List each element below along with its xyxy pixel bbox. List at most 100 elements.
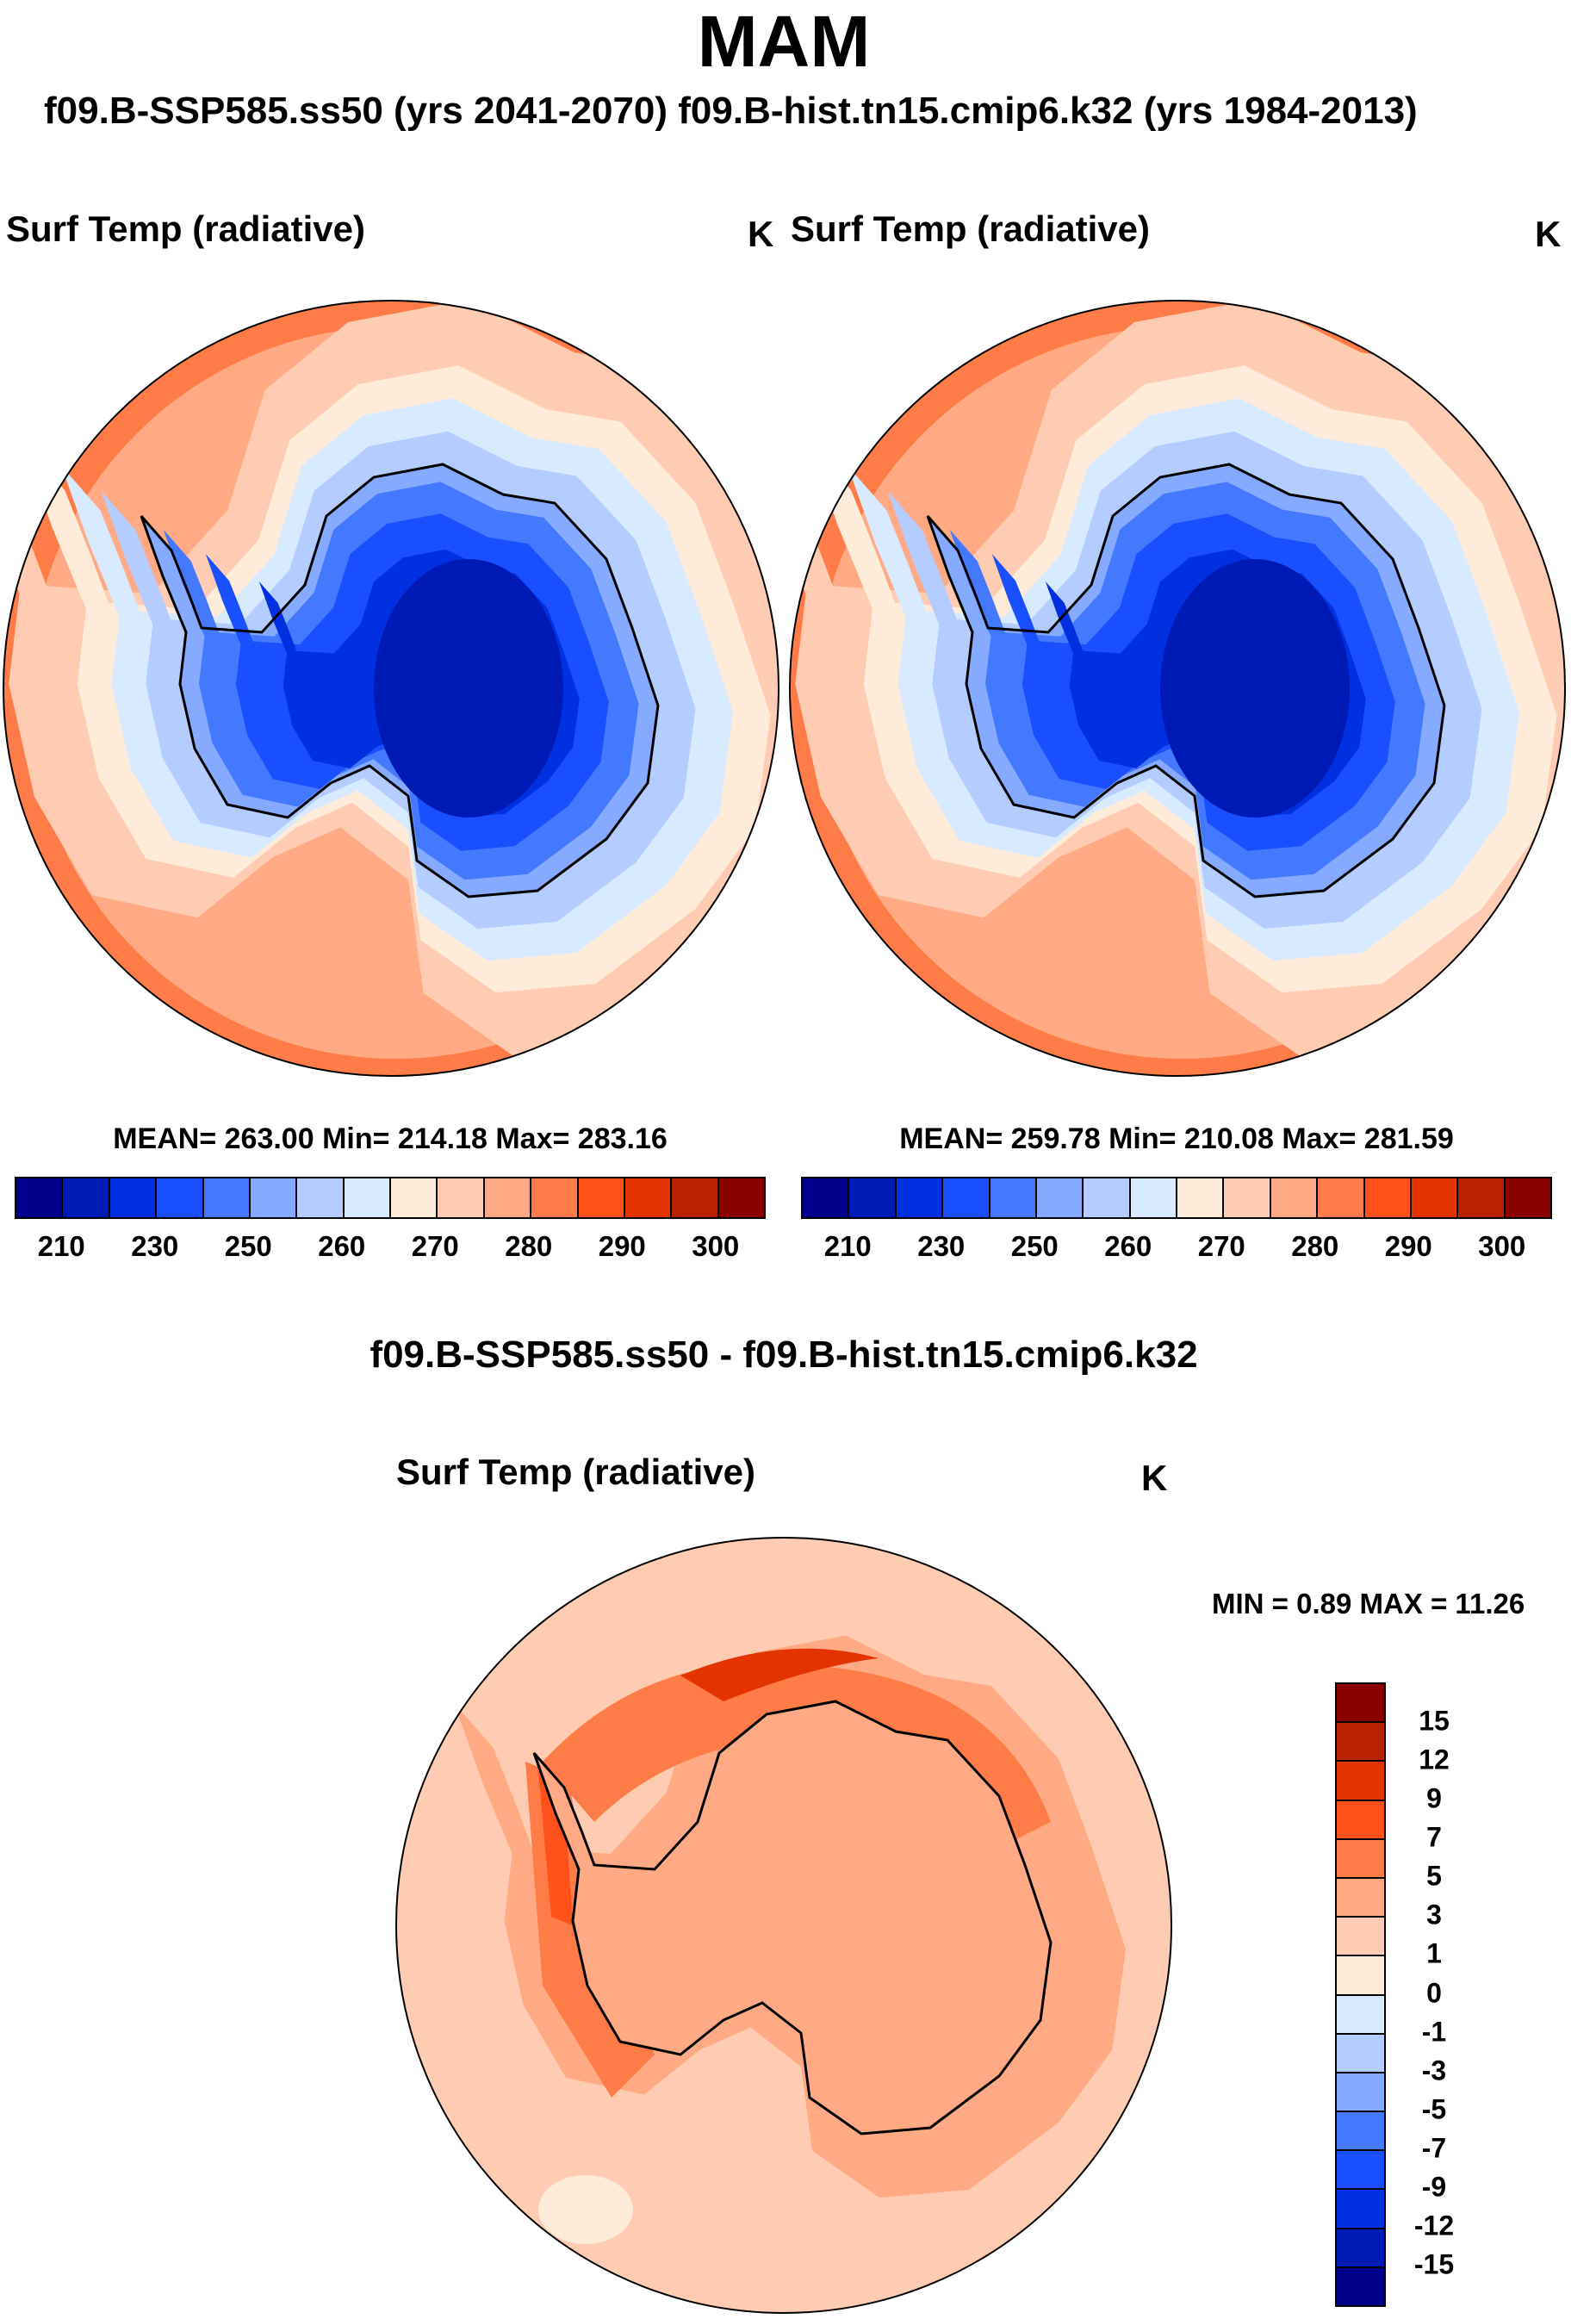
colorbar-box (16, 1178, 64, 1217)
map-boundary (3, 300, 779, 1077)
colorbar-tick-label: 290 (1384, 1230, 1432, 1262)
colorbar-box (1364, 1178, 1412, 1217)
colorbar-box (157, 1178, 204, 1217)
map-fill (790, 301, 1565, 1076)
colorbar-box (1337, 2190, 1384, 2229)
colorbar-box (1036, 1178, 1084, 1217)
colorbar-box (849, 1178, 897, 1217)
colorbar-tick-label: 270 (1197, 1230, 1245, 1262)
colorbar-box (1337, 2151, 1384, 2191)
ice-sheet-core (374, 559, 563, 818)
colorbar-box (1458, 1178, 1506, 1217)
colorbar-box (672, 1178, 719, 1217)
diff-stats: MIN = 0.89 MAX = 11.26 (1212, 1588, 1525, 1620)
colorbar-box (990, 1178, 1037, 1217)
right-stats: MEAN= 259.78 Min= 210.08 Max= 281.59 (899, 1122, 1454, 1155)
colorbar-tick-label: 210 (823, 1230, 872, 1262)
colorbar-box (484, 1178, 532, 1217)
colorbar-tick-label: 15 (1419, 1705, 1450, 1737)
colorbar-tick-label: 250 (1010, 1230, 1059, 1262)
colorbar-tick-label: 0 (1426, 1977, 1442, 2008)
colorbar-box (1084, 1178, 1131, 1217)
right-panel-units: K (1535, 214, 1562, 254)
diff-band-0to1 (538, 2175, 633, 2244)
antarctica-fill (534, 1701, 1051, 2134)
colorbar-tick-label: 230 (917, 1230, 966, 1262)
map-fill (396, 1538, 1171, 2313)
colorbar-box (1337, 2267, 1384, 2305)
colorbar-box (624, 1178, 673, 1217)
colorbar-tick-label: 3 (1426, 1899, 1442, 1930)
colorbar-tick-label: 230 (131, 1230, 179, 1262)
colorbar-box (803, 1178, 850, 1217)
colorbar-tick-label: 5 (1426, 1860, 1442, 1892)
antarctica-coastline (532, 1700, 1053, 2136)
map-boundary (395, 1537, 1172, 2314)
colorbar-box (1337, 2229, 1384, 2268)
diff-panel-title: Surf Temp (radiative) (396, 1452, 755, 1492)
colorbar-box (1411, 1178, 1459, 1217)
colorbar-tick-label: -9 (1421, 2171, 1447, 2203)
colorbar-box (250, 1178, 298, 1217)
diff-panel-units: K (1141, 1458, 1168, 1498)
colorbar-tick-label: 300 (692, 1230, 740, 1262)
colorbar-box (1337, 2034, 1384, 2073)
colorbar-tick-label: -1 (1421, 2016, 1447, 2048)
colorbar-tick-label: -15 (1413, 2248, 1455, 2280)
colorbar-box (1130, 1178, 1177, 1217)
left-polar-map (3, 300, 779, 1077)
colorbar-box (1337, 1684, 1384, 1724)
colorbar-box (1337, 1839, 1384, 1879)
colorbar-box (1337, 1995, 1384, 2035)
antarctica-coastline (926, 463, 1446, 898)
colorbar-box (438, 1178, 485, 1217)
colorbar-tick-label: 210 (37, 1230, 85, 1262)
colorbar-box (1177, 1178, 1225, 1217)
colorbar-box (1337, 1878, 1384, 1918)
colorbar-tick-label: 7 (1426, 1821, 1442, 1853)
colorbar-tick-label: 280 (505, 1230, 553, 1262)
diff-band-5to7-north (543, 1662, 1051, 1839)
map-boundary (789, 300, 1566, 1077)
difference-title: f09.B-SSP585.ss50 - f09.B-hist.tn15.cmip… (370, 1334, 1198, 1376)
colorbar-tick-label: 290 (598, 1230, 646, 1262)
colorbar-box (1337, 1918, 1384, 1957)
colorbar-tick-label: -12 (1413, 2210, 1455, 2241)
antarctica-coastline (140, 463, 660, 898)
colorbar-box (1337, 2073, 1384, 2113)
figure-title: MAM (697, 1, 871, 82)
colorbar-box (1337, 1762, 1384, 1801)
colorbar-tick-label: 280 (1291, 1230, 1339, 1262)
colorbar-tick-label: 12 (1419, 1744, 1450, 1775)
colorbar-box (1337, 2112, 1384, 2152)
colorbar-box (578, 1178, 625, 1217)
left-stats: MEAN= 263.00 Min= 214.18 Max= 283.16 (113, 1122, 668, 1155)
right-colorbar (801, 1177, 1552, 1219)
colorbar-box (1270, 1178, 1319, 1217)
colorbar-box (1505, 1178, 1550, 1217)
colorbar-box (1337, 1800, 1384, 1840)
colorbar-box (1318, 1178, 1365, 1217)
colorbar-box (203, 1178, 251, 1217)
colorbar-tick-label: 250 (224, 1230, 272, 1262)
colorbar-tick-label: 9 (1426, 1782, 1442, 1814)
colorbar-box (1224, 1178, 1271, 1217)
colorbar-tick-label: 270 (411, 1230, 459, 1262)
colorbar-tick-label: -5 (1421, 2093, 1447, 2125)
colorbar-box (63, 1178, 110, 1217)
colorbar-box (297, 1178, 345, 1217)
left-panel-units: K (748, 214, 774, 254)
colorbar-box (109, 1178, 158, 1217)
diff-band-9to12 (680, 1648, 879, 1701)
right-panel-title: Surf Temp (radiative) (791, 208, 1150, 249)
colorbar-box (344, 1178, 391, 1217)
figure-subtitle: f09.B-SSP585.ss50 (yrs 2041-2070) f09.B-… (44, 90, 1418, 132)
colorbar-tick-label: 1 (1426, 1937, 1442, 1969)
map-fill (3, 301, 779, 1076)
ice-sheet-core (1160, 559, 1350, 818)
difference-colorbar (1335, 1682, 1386, 2307)
colorbar-box (1337, 1956, 1384, 1996)
difference-polar-map (395, 1537, 1172, 2314)
left-panel-title: Surf Temp (radiative) (6, 208, 365, 249)
left-colorbar (15, 1177, 766, 1219)
